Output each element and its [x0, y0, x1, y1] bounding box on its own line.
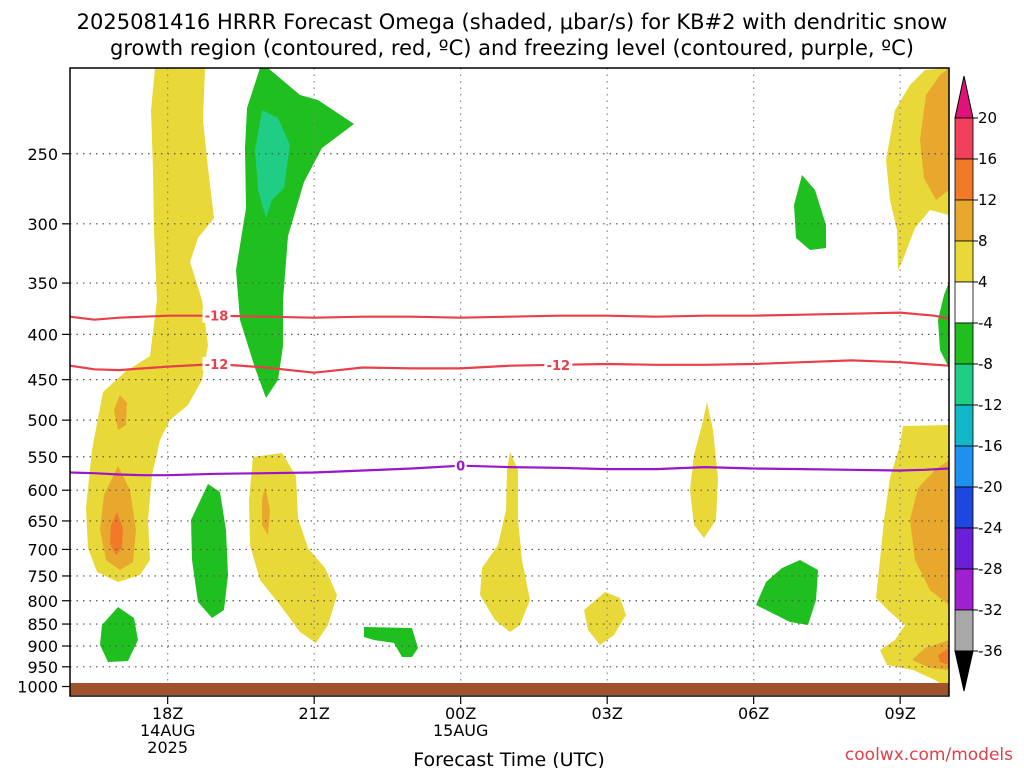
x-tick-year: 2025 [147, 738, 188, 757]
colorbar-segment [954, 158, 974, 201]
y-tick-label: 950 [27, 658, 58, 677]
contour-label-bg [544, 357, 573, 372]
contour-line [69, 359, 950, 374]
contour-label: -18 [205, 310, 229, 325]
y-tick-label: 700 [27, 540, 58, 559]
omega-shade-orange-east-bottom [912, 640, 949, 670]
plot-frame [69, 67, 950, 697]
colorbar-arrow-bottom [954, 650, 974, 692]
omega-shade-green-blob-6 [938, 282, 949, 368]
credit-text: coolwx.com/models [845, 745, 1013, 765]
x-tick-label: 00Z [445, 704, 476, 723]
contour-label-bg [202, 308, 231, 323]
contour-label: -12 [205, 358, 229, 373]
y-tick-label: 750 [27, 567, 58, 586]
contour-label: -12 [547, 359, 571, 374]
omega-shade-teal-core [255, 110, 290, 218]
y-tick-label: 600 [27, 481, 58, 500]
colorbar-segment [954, 609, 974, 652]
omega-shade-orange-core [110, 512, 123, 555]
omega-shade-green-blob-4 [794, 175, 826, 250]
colorbar-segment [954, 199, 974, 242]
x-tick-label: 06Z [738, 704, 769, 723]
colorbar-segment [954, 568, 974, 611]
colorbar: 20 16 12 8 4 -4 -8 -12 -16 -20 -24 -28 -32 -36 [954, 75, 1003, 692]
colorbar-label: -16 [978, 437, 1003, 455]
colorbar-label: 8 [978, 232, 988, 250]
y-tick-label: 650 [27, 512, 58, 531]
x-tick-date: 14AUG [140, 721, 195, 740]
y-tick-label: 500 [27, 411, 58, 430]
y-axis: 250 300 350 400 450 500 550 600 650 700 750 800 850 9… [17, 145, 70, 697]
omega-shade-orange-lt-2 [114, 395, 127, 430]
omega-shade-yellow-blob-3 [690, 402, 718, 538]
omega-shade-green-blob-2 [100, 607, 138, 662]
chart-title-line2: growth region (contoured, red, ºC) and f… [110, 36, 914, 60]
colorbar-label: -20 [978, 478, 1003, 496]
colorbar-segment [954, 281, 974, 324]
colorbar-segment [954, 486, 974, 529]
chart-title-line1: 2025081416 HRRR Forecast Omega (shaded, … [77, 10, 948, 34]
x-tick-label: 21Z [299, 704, 330, 723]
colorbar-label: -4 [978, 314, 993, 332]
colorbar-label: -24 [978, 519, 1003, 537]
omega-shade-green-blob-1 [191, 484, 228, 618]
y-tick-label: 550 [27, 448, 58, 467]
x-axis-title: Forecast Time (UTC) [413, 749, 604, 768]
colorbar-label: 4 [978, 273, 988, 291]
colorbar-label: 20 [978, 109, 997, 127]
colorbar-segment [954, 240, 974, 283]
colorbar-label: -32 [978, 601, 1003, 619]
omega-shade-green-blob-3 [364, 627, 418, 657]
omega-shade-yellow-blob-2 [584, 592, 626, 645]
y-tick-label: 1000 [17, 678, 58, 697]
omega-shade-yellow-west [86, 68, 214, 582]
contour-lines: -18 -12 -12 0 [69, 308, 950, 477]
colorbar-segment [954, 117, 974, 160]
omega-shade-orange-east-lower [910, 460, 949, 605]
x-tick-label: 03Z [592, 704, 623, 723]
colorbar-segment [954, 322, 974, 365]
x-tick-date: 15AUG [433, 721, 488, 740]
colorbar-label: 12 [978, 191, 997, 209]
contour-label-bg [454, 458, 467, 473]
omega-shade-green-blob-5 [756, 560, 818, 625]
y-tick-label: 300 [27, 215, 58, 234]
omega-shade-orange-lower [262, 487, 270, 535]
grid-lines [70, 68, 949, 696]
x-tick-label: 09Z [885, 704, 916, 723]
y-tick-label: 850 [27, 615, 58, 634]
omega-shading [86, 68, 949, 690]
contour-label: 0 [456, 460, 465, 475]
y-tick-label: 450 [27, 371, 58, 390]
colorbar-segment [954, 404, 974, 447]
omega-shade-yellow-lower-1 [249, 453, 337, 643]
plot-area: -18 -12 -12 0 [69, 67, 950, 697]
contour-label-bg [202, 356, 231, 371]
y-tick-label: 400 [27, 325, 58, 344]
y-tick-label: 250 [27, 145, 58, 164]
terrain-bar [70, 683, 949, 695]
colorbar-segment [954, 363, 974, 406]
colorbar-segment [954, 445, 974, 488]
colorbar-label: -28 [978, 560, 1003, 578]
omega-shade-orange-east-upper [920, 68, 949, 200]
contour-line [69, 464, 950, 477]
y-tick-label: 350 [27, 274, 58, 293]
colorbar-segment [954, 527, 974, 570]
omega-shade-yellow-blob-1 [480, 452, 530, 632]
y-tick-label: 900 [27, 637, 58, 656]
colorbar-label: -8 [978, 355, 993, 373]
colorbar-label: -12 [978, 396, 1003, 414]
colorbar-label: -36 [978, 642, 1003, 660]
colorbar-arrow-top [954, 75, 974, 119]
omega-shade-red-east-bottom [938, 648, 949, 665]
y-tick-label: 800 [27, 592, 58, 611]
x-tick-label: 18Z [152, 704, 183, 723]
colorbar-label: 16 [978, 150, 997, 168]
contour-line [69, 311, 950, 321]
